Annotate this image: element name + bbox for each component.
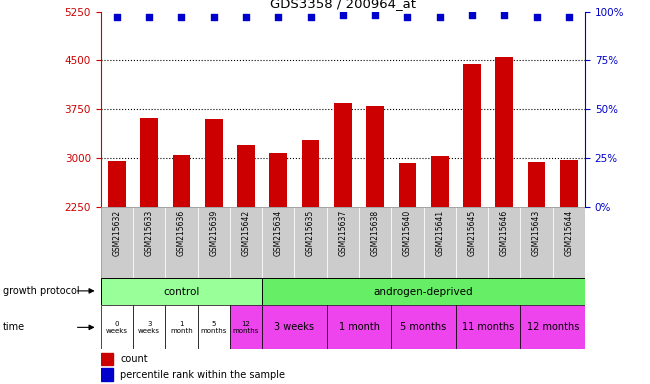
Bar bbox=[230, 207, 262, 278]
Bar bbox=[101, 278, 262, 305]
Bar bbox=[488, 207, 521, 278]
Point bbox=[273, 14, 283, 20]
Point bbox=[306, 14, 316, 20]
Text: 5 months: 5 months bbox=[400, 322, 447, 333]
Text: 0
weeks: 0 weeks bbox=[106, 321, 128, 334]
Text: 5
months: 5 months bbox=[201, 321, 227, 334]
Point bbox=[564, 14, 574, 20]
Bar bbox=[237, 145, 255, 207]
Bar bbox=[495, 56, 513, 207]
Bar bbox=[205, 119, 222, 207]
Bar bbox=[101, 305, 133, 349]
Point bbox=[176, 14, 187, 20]
Text: GSM215644: GSM215644 bbox=[564, 210, 573, 256]
Point bbox=[240, 14, 251, 20]
Text: GSM215637: GSM215637 bbox=[339, 210, 347, 256]
Text: androgen-deprived: androgen-deprived bbox=[374, 287, 473, 297]
Text: GSM215635: GSM215635 bbox=[306, 210, 315, 256]
Bar bbox=[294, 207, 327, 278]
Bar bbox=[367, 106, 384, 207]
Bar bbox=[133, 207, 165, 278]
Point bbox=[338, 12, 348, 18]
Bar bbox=[463, 65, 481, 207]
Bar bbox=[165, 305, 198, 349]
Point bbox=[144, 14, 155, 20]
Bar bbox=[528, 162, 545, 207]
Bar bbox=[270, 152, 287, 207]
Bar bbox=[198, 207, 230, 278]
Bar bbox=[327, 305, 391, 349]
Bar bbox=[398, 163, 416, 207]
Bar bbox=[334, 103, 352, 207]
Text: GSM215641: GSM215641 bbox=[436, 210, 444, 256]
Text: GSM215643: GSM215643 bbox=[532, 210, 541, 256]
Text: GSM215632: GSM215632 bbox=[112, 210, 122, 256]
Bar bbox=[262, 207, 294, 278]
Bar bbox=[359, 207, 391, 278]
Bar bbox=[560, 161, 578, 207]
Bar bbox=[431, 156, 448, 207]
Text: 12 months: 12 months bbox=[526, 322, 579, 333]
Point bbox=[402, 14, 413, 20]
Bar bbox=[101, 207, 133, 278]
Point bbox=[112, 14, 122, 20]
Bar bbox=[424, 207, 456, 278]
Point bbox=[434, 14, 445, 20]
Bar bbox=[391, 305, 456, 349]
Text: 11 months: 11 months bbox=[462, 322, 514, 333]
Bar bbox=[230, 305, 262, 349]
Point bbox=[531, 14, 541, 20]
Text: 1 month: 1 month bbox=[339, 322, 380, 333]
Bar bbox=[521, 207, 552, 278]
Text: GSM215646: GSM215646 bbox=[500, 210, 509, 256]
Bar bbox=[140, 118, 158, 207]
Text: GSM215633: GSM215633 bbox=[145, 210, 153, 256]
Text: count: count bbox=[120, 354, 148, 364]
Text: growth protocol: growth protocol bbox=[3, 286, 80, 296]
Bar bbox=[262, 278, 585, 305]
Bar bbox=[302, 140, 319, 207]
Bar bbox=[327, 207, 359, 278]
Point bbox=[209, 14, 219, 20]
Text: GSM215640: GSM215640 bbox=[403, 210, 412, 256]
Text: GSM215636: GSM215636 bbox=[177, 210, 186, 256]
Bar bbox=[552, 207, 585, 278]
Text: time: time bbox=[3, 322, 25, 332]
Text: GSM215638: GSM215638 bbox=[370, 210, 380, 256]
Bar bbox=[165, 207, 198, 278]
Text: control: control bbox=[163, 287, 200, 297]
Text: 12
months: 12 months bbox=[233, 321, 259, 334]
Text: 3 weeks: 3 weeks bbox=[274, 322, 315, 333]
Bar bbox=[101, 353, 113, 365]
Text: 3
weeks: 3 weeks bbox=[138, 321, 160, 334]
Text: 1
month: 1 month bbox=[170, 321, 193, 334]
Bar bbox=[521, 305, 585, 349]
Bar bbox=[456, 305, 521, 349]
Bar bbox=[262, 305, 327, 349]
Bar bbox=[108, 161, 125, 207]
Point bbox=[467, 12, 477, 18]
Bar bbox=[133, 305, 165, 349]
Text: GSM215645: GSM215645 bbox=[467, 210, 476, 256]
Text: percentile rank within the sample: percentile rank within the sample bbox=[120, 370, 285, 380]
Bar bbox=[173, 155, 190, 207]
Bar bbox=[198, 305, 230, 349]
Text: GSM215639: GSM215639 bbox=[209, 210, 218, 256]
Bar bbox=[101, 369, 113, 381]
Point bbox=[499, 12, 510, 18]
Text: GSM215642: GSM215642 bbox=[242, 210, 250, 256]
Bar bbox=[456, 207, 488, 278]
Point bbox=[370, 12, 380, 18]
Title: GDS3358 / 200964_at: GDS3358 / 200964_at bbox=[270, 0, 416, 10]
Text: GSM215634: GSM215634 bbox=[274, 210, 283, 256]
Bar bbox=[391, 207, 424, 278]
